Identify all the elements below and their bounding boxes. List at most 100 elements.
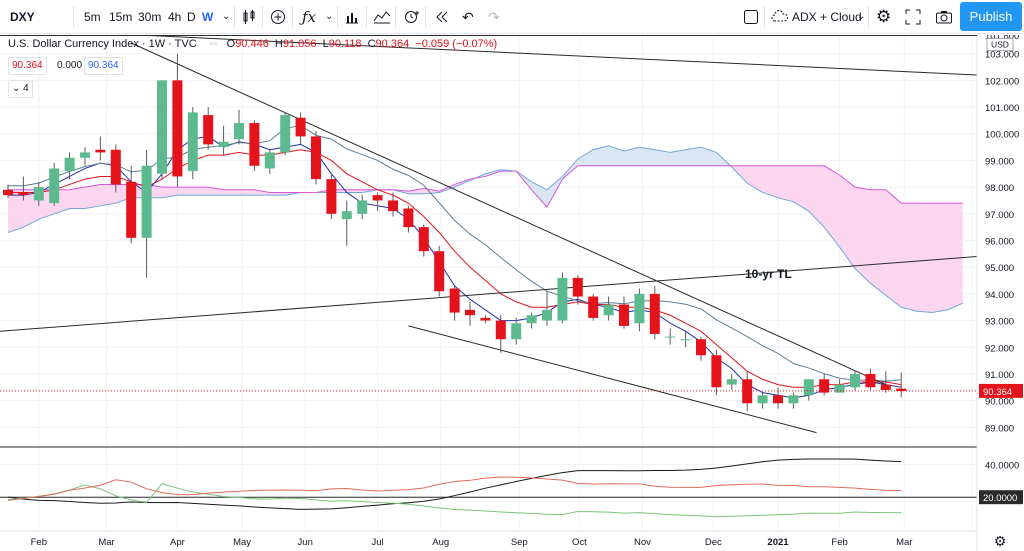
- indicators-icon[interactable]: ƒx: [302, 8, 317, 26]
- channel-support-trendline: [408, 325, 817, 434]
- chevron-down-icon[interactable]: ⌄: [857, 11, 866, 22]
- candle-down: [418, 227, 429, 252]
- candle-down: [203, 115, 214, 145]
- chart-area[interactable]: 10-yr TL 89.000 90.000 91.000 92.000 93.000 9…: [0, 35, 1024, 551]
- add-compare-icon[interactable]: [270, 0, 286, 34]
- interval-d[interactable]: D: [187, 10, 196, 24]
- cloud-segment: [254, 189, 270, 196]
- grid-lines: [0, 35, 977, 530]
- cloud-icon[interactable]: [771, 0, 789, 34]
- candle-up: [341, 211, 352, 220]
- price-tick-label: 89.000: [985, 423, 1014, 434]
- layout-square-icon[interactable]: [743, 0, 759, 34]
- legend-title[interactable]: U.S. Dollar Currency Index · 1W · TVC: [8, 38, 197, 50]
- time-tick-label: May: [233, 537, 251, 548]
- value-box[interactable]: 90.364: [84, 57, 123, 75]
- candle-up: [834, 384, 845, 393]
- price-tick-label: 92.000: [985, 343, 1014, 354]
- chevron-down-icon[interactable]: ⌄: [325, 11, 334, 22]
- price-box[interactable]: 90.364: [8, 57, 47, 75]
- cloud-segment: [269, 192, 286, 196]
- candle-up: [850, 373, 860, 388]
- eye-icon[interactable]: ◦◦: [209, 38, 218, 50]
- interval-5m[interactable]: 5m: [84, 10, 101, 24]
- time-tick-label: Aug: [432, 537, 449, 548]
- axis-settings-icon[interactable]: ⚙: [994, 534, 1007, 550]
- candle-up: [64, 157, 75, 172]
- cloud-segment: [69, 187, 85, 209]
- time-tick-label: Mar: [98, 537, 114, 548]
- legend-low: 90.118: [328, 38, 362, 50]
- toolbar-separator: [366, 6, 367, 28]
- interval-15m[interactable]: 15m: [109, 10, 133, 24]
- replay-icon[interactable]: [434, 0, 450, 34]
- top-toolbar: DXY 5m 15m 30m 4h D W ⌄ ƒx ⌄ ↶ ↷ ADX + C…: [0, 0, 1024, 34]
- candle-down: [819, 379, 830, 393]
- toolbar-separator: [337, 6, 338, 28]
- price-axis-bg: [977, 35, 1024, 551]
- cloud-segment: [839, 175, 855, 269]
- fullscreen-icon[interactable]: [905, 0, 921, 34]
- candle-down: [311, 136, 321, 180]
- cloud-segment: [85, 184, 101, 209]
- legend-row: U.S. Dollar Currency Index · 1W · TVC ◦◦…: [8, 38, 497, 50]
- indicator-template-label[interactable]: ADX + Cloud: [792, 10, 862, 24]
- candle-down: [295, 117, 306, 137]
- cloud-segment: [685, 147, 701, 166]
- candle-down: [249, 123, 260, 166]
- templates-icon[interactable]: [373, 0, 391, 34]
- candle-down: [880, 384, 891, 390]
- price-tick-label: 99.000: [985, 156, 1014, 167]
- alert-icon[interactable]: [403, 0, 421, 34]
- di-minus-line: [7, 476, 902, 501]
- cloud-segment: [223, 189, 239, 196]
- candle-down: [865, 373, 876, 388]
- cloud-segment: [239, 189, 255, 196]
- cloud-segment: [855, 187, 871, 284]
- undo-icon[interactable]: ↶: [462, 9, 474, 25]
- adx-pane: [0, 458, 977, 518]
- candle-down: [403, 208, 414, 228]
- candle-up: [557, 277, 568, 321]
- candle-up: [511, 323, 522, 340]
- redo-icon[interactable]: ↷: [488, 9, 500, 25]
- time-tick-label: Feb: [831, 537, 847, 548]
- cloud-segment: [177, 187, 193, 196]
- symbol-search[interactable]: DXY: [10, 10, 35, 24]
- candle-down: [110, 149, 121, 185]
- bar-chart-icon[interactable]: [344, 0, 360, 34]
- candle-down: [711, 355, 722, 388]
- candle-up: [803, 379, 814, 396]
- publish-button[interactable]: Publish: [960, 2, 1022, 31]
- legend-l-label: L: [322, 38, 329, 50]
- toolbar-separator: [764, 6, 765, 28]
- candle-type-icon[interactable]: [241, 0, 257, 34]
- candle-up: [157, 80, 167, 174]
- legend-o-label: O: [226, 38, 236, 50]
- candle-up: [187, 112, 198, 172]
- last-price-tag: [979, 383, 1023, 398]
- candle-down: [18, 192, 29, 196]
- time-tick-label: Sep: [511, 537, 528, 548]
- price-tick-label: 97.000: [985, 210, 1014, 221]
- price-tick-label: 101.000: [985, 103, 1019, 114]
- collapse-count: 4: [23, 83, 29, 94]
- chevron-down-icon[interactable]: ⌄: [222, 11, 231, 22]
- cloud-segment: [8, 189, 24, 233]
- time-tick-label: Nov: [634, 537, 651, 548]
- legend-c-label: C: [367, 38, 376, 50]
- collapse-toggle[interactable]: ⌄ 4: [8, 80, 33, 98]
- interval-w[interactable]: W: [202, 10, 214, 24]
- trendlines: 10-yr TL: [0, 35, 978, 434]
- interval-4h[interactable]: 4h: [168, 10, 182, 24]
- camera-icon[interactable]: [935, 0, 953, 34]
- candle-down: [172, 80, 183, 177]
- time-tick-label: Dec: [705, 537, 722, 548]
- candle-up: [726, 379, 737, 385]
- price-tick-label: 95.000: [985, 263, 1014, 274]
- cloud-segment: [762, 165, 778, 198]
- downtrend-resistance-trendline: [130, 42, 887, 386]
- interval-30m[interactable]: 30m: [138, 10, 162, 24]
- candle-up: [218, 141, 229, 148]
- settings-icon[interactable]: ⚙: [876, 7, 892, 26]
